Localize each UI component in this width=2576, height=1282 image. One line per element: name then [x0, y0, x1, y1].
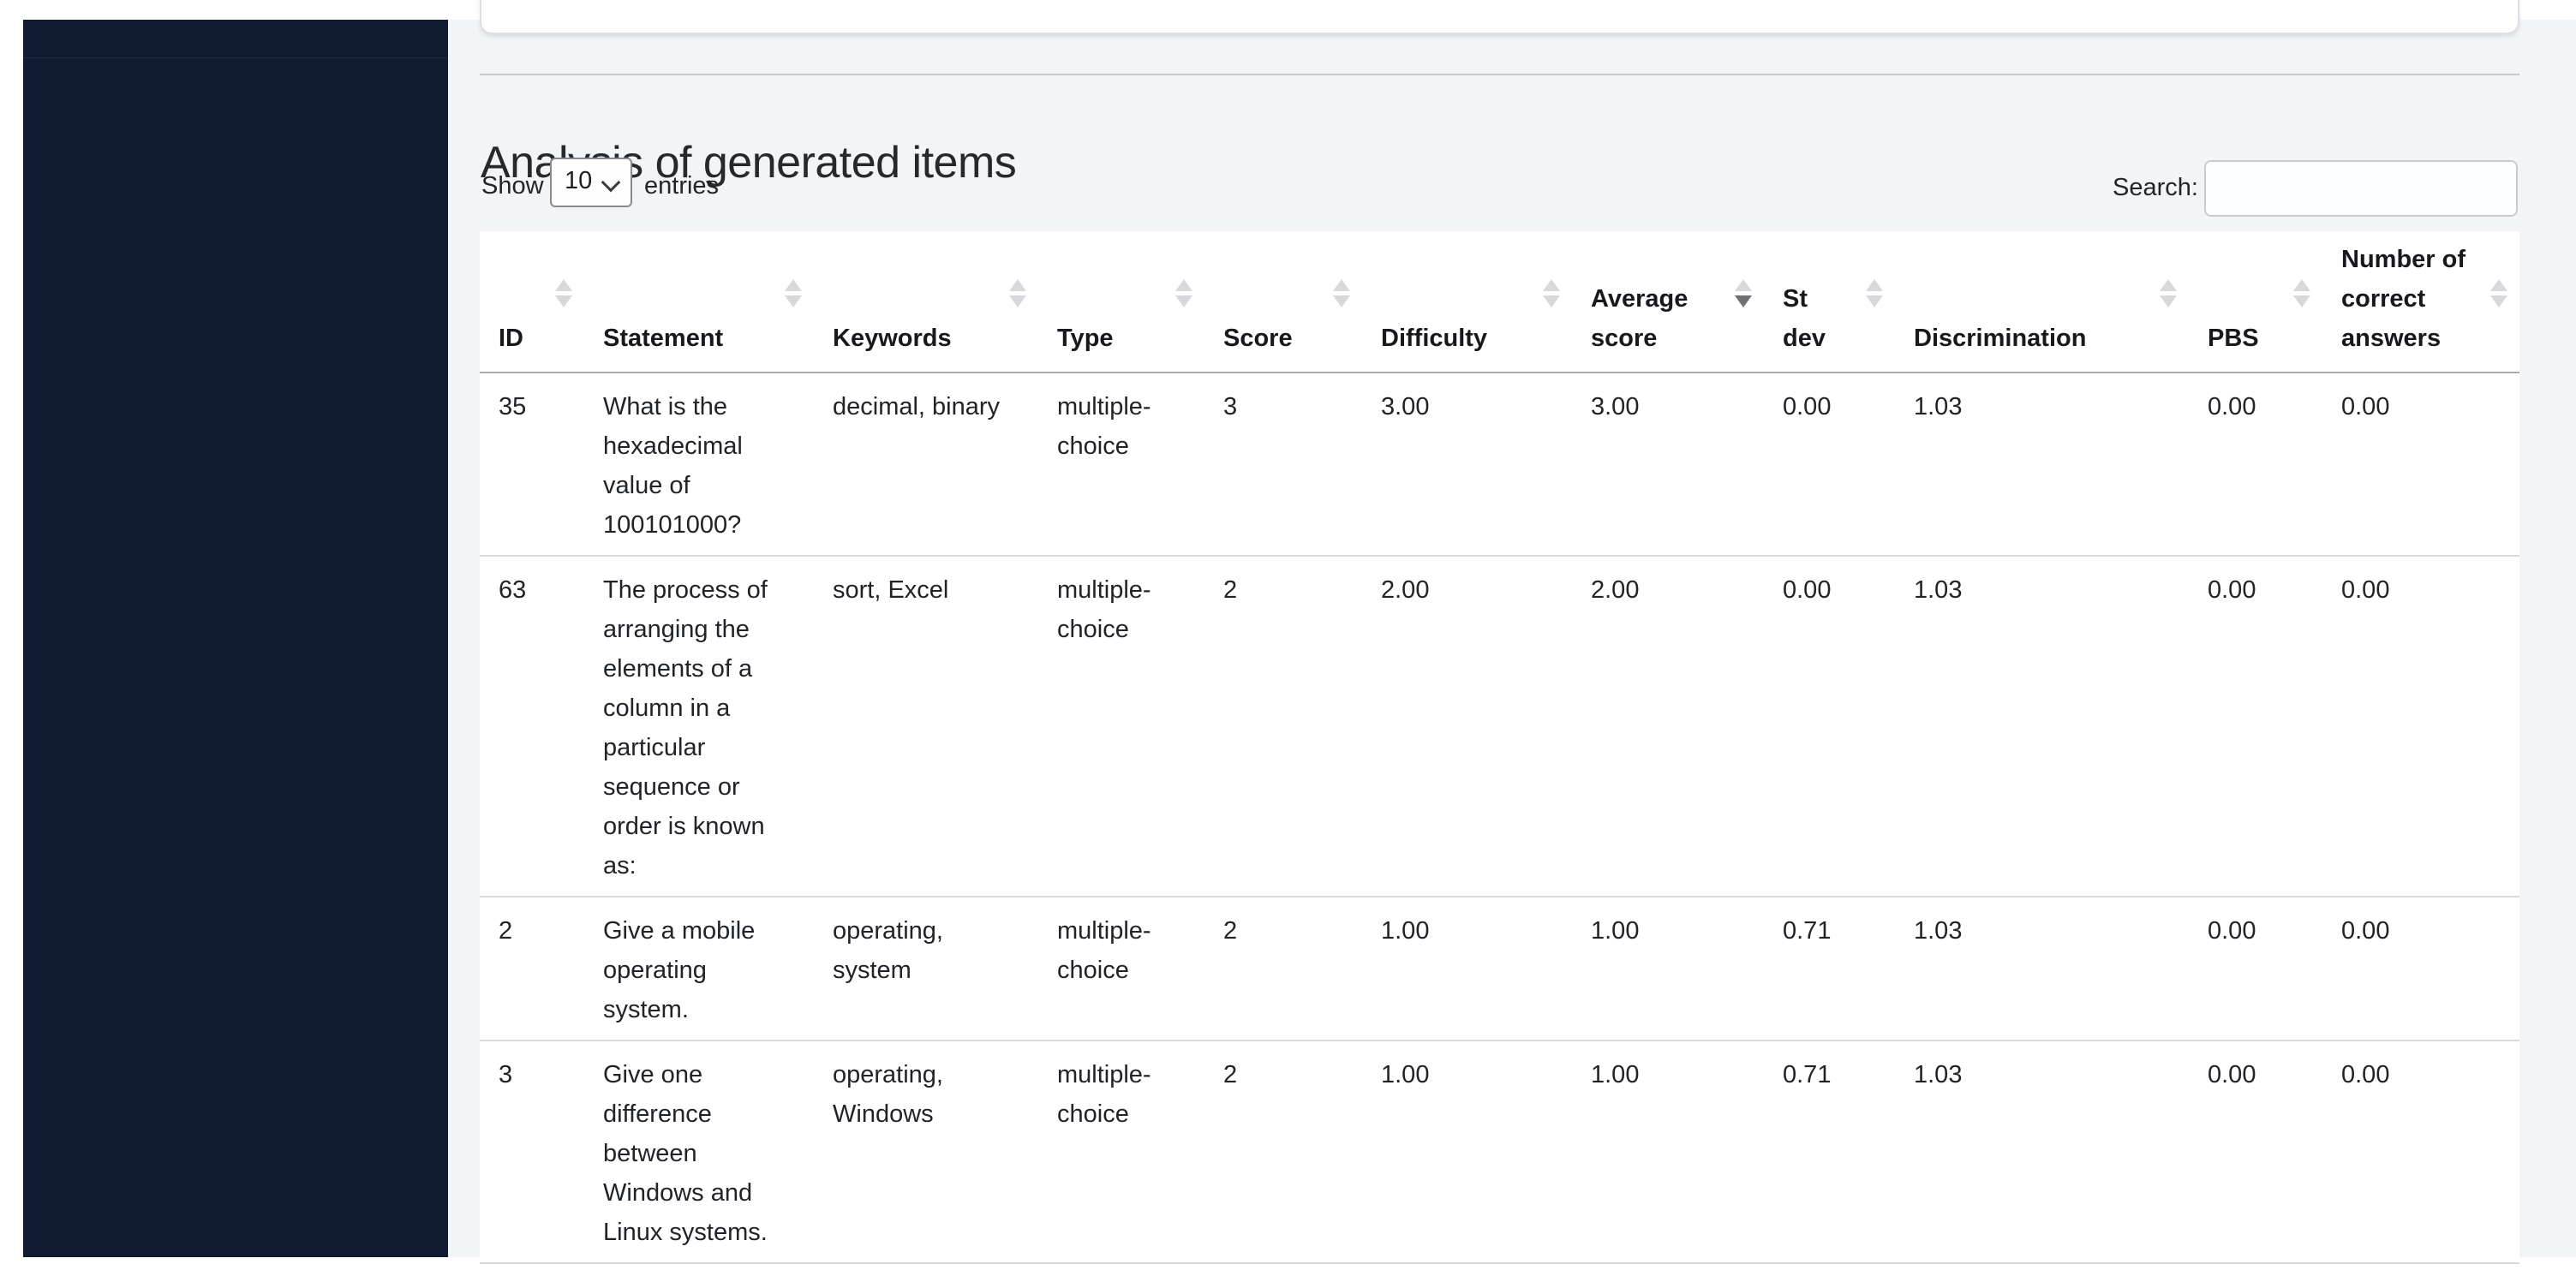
entries-label: entries [644, 172, 720, 200]
sort-both-icon [1009, 279, 1026, 310]
cell-average_score: 3.00 [1572, 373, 1764, 557]
column-label: Type [1057, 325, 1114, 352]
column-header-keywords[interactable]: Keywords [814, 231, 1038, 373]
cell-num_correct_answers: 0.00 [2322, 1041, 2519, 1264]
cell-st_dev: 0.00 [1764, 373, 1895, 557]
cell-discrimination: 1.03 [1895, 373, 2189, 557]
column-header-average_score[interactable]: Average score [1572, 231, 1764, 373]
cell-score: 2 [1204, 1041, 1362, 1264]
search-label: Search: [2113, 174, 2198, 201]
cell-id: 63 [480, 556, 584, 897]
cell-keywords: operating, system [814, 897, 1038, 1041]
column-header-num_correct_answers[interactable]: Number of correct answers [2322, 231, 2519, 373]
search-input[interactable] [2204, 160, 2518, 217]
cell-average_score: 1.00 [1572, 897, 1764, 1041]
column-label: Number of correct answers [2341, 246, 2465, 352]
show-entries-label: Show [481, 172, 544, 200]
cell-score: 2 [1204, 897, 1362, 1041]
column-label: St dev [1783, 285, 1826, 352]
cell-type: multiple-choice [1038, 373, 1204, 557]
sort-both-icon [1333, 279, 1350, 310]
cell-difficulty: 3.00 [1362, 373, 1572, 557]
cell-difficulty: 1.00 [1362, 897, 1572, 1041]
entries-per-page-value: 10 [565, 167, 593, 194]
sort-both-icon [2490, 279, 2507, 310]
cell-statement: The process of arranging the elements of… [584, 556, 814, 897]
column-label: PBS [2208, 325, 2259, 352]
entries-per-page-select[interactable]: 10 [550, 158, 632, 207]
table-row: 3 Give one difference between Windows and… [480, 1041, 2519, 1264]
cell-keywords: sort, Excel [814, 556, 1038, 897]
items-table: ID Statement Keywords Type Score Difficulty Av… [480, 231, 2519, 1264]
table-row: 35 What is the hexadecimal value of 10010… [480, 373, 2519, 557]
cell-pbs: 0.00 [2189, 373, 2322, 557]
column-header-discrimination[interactable]: Discrimination [1895, 231, 2189, 373]
cell-average_score: 2.00 [1572, 556, 1764, 897]
cell-discrimination: 1.03 [1895, 897, 2189, 1041]
cell-pbs: 0.00 [2189, 897, 2322, 1041]
column-header-statement[interactable]: Statement [584, 231, 814, 373]
sort-both-icon [1175, 279, 1192, 310]
cell-discrimination: 1.03 [1895, 1041, 2189, 1264]
items-table-container: ID Statement Keywords Type Score Difficulty Av… [480, 231, 2519, 1264]
column-label: Statement [603, 325, 724, 352]
cell-average_score: 1.00 [1572, 1041, 1764, 1264]
cell-difficulty: 1.00 [1362, 1041, 1572, 1264]
column-label: Discrimination [1914, 325, 2087, 352]
cell-discrimination: 1.03 [1895, 556, 2189, 897]
column-label: Average score [1591, 285, 1688, 352]
column-header-st_dev[interactable]: St dev [1764, 231, 1895, 373]
sort-both-icon [1866, 279, 1883, 310]
cell-id: 35 [480, 373, 584, 557]
column-header-pbs[interactable]: PBS [2189, 231, 2322, 373]
cell-st_dev: 0.00 [1764, 556, 1895, 897]
sort-descending-icon [1735, 279, 1752, 310]
column-header-type[interactable]: Type [1038, 231, 1204, 373]
cell-id: 3 [480, 1041, 584, 1264]
cell-score: 3 [1204, 373, 1362, 557]
sort-both-icon [2293, 279, 2310, 310]
cell-type: multiple-choice [1038, 1041, 1204, 1264]
sidebar-header [23, 20, 448, 58]
cell-type: multiple-choice [1038, 556, 1204, 897]
cell-score: 2 [1204, 556, 1362, 897]
cell-pbs: 0.00 [2189, 1041, 2322, 1264]
column-header-score[interactable]: Score [1204, 231, 1362, 373]
cell-num_correct_answers: 0.00 [2322, 897, 2519, 1041]
column-label: Score [1223, 325, 1293, 352]
table-row: 63 The process of arranging the elements … [480, 556, 2519, 897]
cell-st_dev: 0.71 [1764, 1041, 1895, 1264]
cell-difficulty: 2.00 [1362, 556, 1572, 897]
column-label: Difficulty [1381, 325, 1488, 352]
column-label: ID [499, 325, 523, 352]
section-divider [480, 74, 2519, 75]
cell-keywords: decimal, binary [814, 373, 1038, 557]
cell-id: 2 [480, 897, 584, 1041]
chevron-down-icon [601, 172, 621, 193]
table-body: 35 What is the hexadecimal value of 10010… [480, 373, 2519, 1264]
column-header-difficulty[interactable]: Difficulty [1362, 231, 1572, 373]
cell-statement: Give one difference between Windows and … [584, 1041, 814, 1264]
cell-num_correct_answers: 0.00 [2322, 556, 2519, 897]
cell-type: multiple-choice [1038, 897, 1204, 1041]
sort-both-icon [785, 279, 802, 310]
previous-section-card [480, 0, 2519, 34]
sort-both-icon [555, 279, 572, 310]
cell-keywords: operating, Windows [814, 1041, 1038, 1264]
cell-st_dev: 0.71 [1764, 897, 1895, 1041]
table-row: 2 Give a mobile operating system. operatin… [480, 897, 2519, 1041]
column-label: Keywords [833, 325, 952, 352]
cell-num_correct_answers: 0.00 [2322, 373, 2519, 557]
sort-both-icon [1543, 279, 1560, 310]
cell-pbs: 0.00 [2189, 556, 2322, 897]
table-header: ID Statement Keywords Type Score Difficulty Av… [480, 231, 2519, 373]
table-header-row: ID Statement Keywords Type Score Difficulty Av… [480, 231, 2519, 373]
cell-statement: Give a mobile operating system. [584, 897, 814, 1041]
column-header-id[interactable]: ID [480, 231, 584, 373]
cell-statement: What is the hexadecimal value of 1001010… [584, 373, 814, 557]
sort-both-icon [2160, 279, 2177, 310]
sidebar [23, 20, 448, 1257]
